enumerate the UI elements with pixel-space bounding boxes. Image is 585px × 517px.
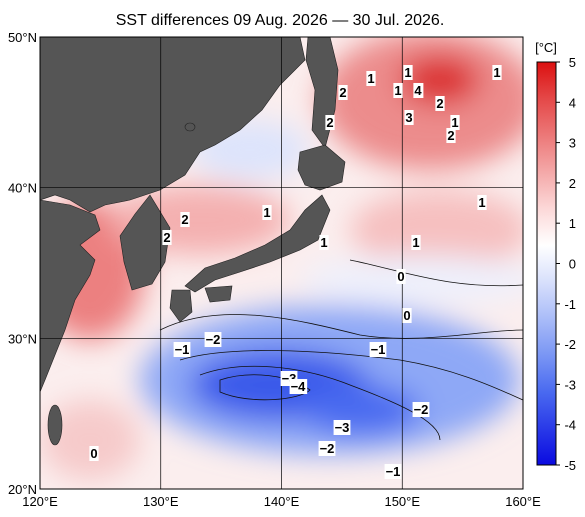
land bbox=[40, 37, 346, 446]
contour-label-bg bbox=[450, 115, 460, 130]
sst-field bbox=[40, 37, 523, 489]
contour-label: 1 bbox=[478, 195, 485, 210]
contour-label-bg bbox=[393, 83, 403, 98]
contour-label: −3 bbox=[335, 420, 350, 435]
contour-label-bg bbox=[384, 464, 402, 479]
contour-label-bg bbox=[396, 269, 406, 284]
plot-frame bbox=[39, 36, 524, 490]
x-tick-label: 120°E bbox=[22, 494, 58, 509]
contour-label: 0 bbox=[90, 446, 97, 461]
contour-label: 2 bbox=[163, 230, 170, 245]
colorbar-tick-label: -1 bbox=[564, 297, 576, 312]
contour-label-bg bbox=[404, 110, 414, 125]
y-tick-label: 40°N bbox=[8, 181, 37, 196]
contour-label-bg bbox=[446, 128, 456, 143]
contour-label: −1 bbox=[386, 464, 401, 479]
colorbar-tick-label: -2 bbox=[564, 337, 576, 352]
contour-label-bg bbox=[477, 195, 487, 210]
x-tick-label: 140°E bbox=[264, 494, 300, 509]
contour-label-bg bbox=[180, 212, 190, 227]
contour-label: −4 bbox=[291, 379, 307, 394]
contour-label: −1 bbox=[371, 342, 386, 357]
contour-label-bg bbox=[89, 446, 99, 461]
contour-label-bg bbox=[492, 65, 502, 80]
contour-label-bg bbox=[289, 379, 308, 394]
contour-label: −1 bbox=[175, 342, 190, 357]
contour-label-bg bbox=[369, 342, 387, 357]
contour-label-bg bbox=[318, 441, 336, 456]
contour-label: 2 bbox=[326, 115, 333, 130]
contour-label-bg bbox=[325, 115, 335, 130]
contour-label: 1 bbox=[394, 83, 401, 98]
y-tick-label: 30°N bbox=[8, 331, 37, 346]
contour-label: 0 bbox=[397, 269, 404, 284]
y-tick-label: 20°N bbox=[8, 482, 37, 497]
contour-label: 1 bbox=[412, 235, 419, 250]
contour-label: 4 bbox=[414, 83, 422, 98]
colorbar-tick-label: 0 bbox=[569, 257, 576, 272]
contour-label-bg bbox=[435, 96, 445, 111]
contour-label-bg bbox=[412, 402, 430, 417]
colorbar-tick-label: 1 bbox=[569, 216, 576, 231]
contour-label-bg bbox=[204, 332, 222, 347]
contour-label: 1 bbox=[263, 205, 270, 220]
colorbar-tick-label: -3 bbox=[564, 377, 576, 392]
colorbar bbox=[536, 61, 557, 466]
contour-label-bg bbox=[402, 308, 412, 323]
colorbar-tick-label: 3 bbox=[569, 136, 576, 151]
contour-label: 1 bbox=[451, 115, 458, 130]
contour-label-bg bbox=[319, 235, 329, 250]
contour-label: −2 bbox=[206, 332, 221, 347]
contour-label-bg bbox=[333, 420, 351, 435]
contour-label-bg bbox=[338, 85, 348, 100]
contour-label: 2 bbox=[436, 96, 443, 111]
x-tick-label: 150°E bbox=[384, 494, 420, 509]
contour-label-bg bbox=[413, 83, 424, 98]
contour-label-bg bbox=[262, 205, 272, 220]
contour-label: 3 bbox=[405, 110, 412, 125]
contour-label: −2 bbox=[414, 402, 429, 417]
contour-label: −2 bbox=[320, 441, 335, 456]
colorbar-tick-label: 2 bbox=[569, 176, 576, 191]
contour-label-bg bbox=[403, 65, 413, 80]
contours bbox=[159, 259, 523, 441]
contour-label-bg bbox=[162, 230, 172, 245]
contour-label-bg bbox=[411, 235, 421, 250]
contour-label: 2 bbox=[447, 128, 454, 143]
contour-label: 1 bbox=[404, 65, 411, 80]
contour-label-bg bbox=[366, 71, 376, 86]
colorbar-tick-label: 4 bbox=[569, 95, 576, 110]
colorbar-label: [°C] bbox=[535, 40, 557, 55]
contour-label-bg bbox=[173, 342, 191, 357]
y-tick-label: 50°N bbox=[8, 30, 37, 45]
contour-label: 1 bbox=[367, 71, 374, 86]
contour-label: 2 bbox=[181, 212, 188, 227]
colorbar-tick-label: -5 bbox=[564, 458, 576, 473]
contour-label: 2 bbox=[339, 85, 346, 100]
colorbar-tick-label: -4 bbox=[564, 418, 576, 433]
contour-label: 0 bbox=[403, 308, 410, 323]
x-tick-label: 130°E bbox=[143, 494, 179, 509]
title: SST differences 09 Aug. 2026 — 30 Jul. 2… bbox=[116, 12, 445, 29]
contour-label: 1 bbox=[493, 65, 500, 80]
colorbar-tick-label: 5 bbox=[569, 55, 576, 70]
contour-label: 1 bbox=[320, 235, 327, 250]
x-tick-label: 160°E bbox=[505, 494, 541, 509]
